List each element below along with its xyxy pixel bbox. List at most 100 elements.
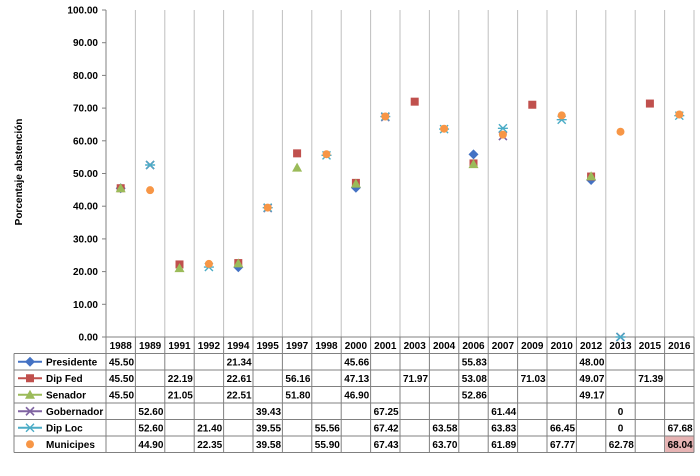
x-category-label: 2003 (404, 341, 427, 352)
table-cell-value: 67.25 (374, 407, 399, 418)
table-cell-value: 67.42 (374, 423, 399, 434)
highlighted-cell (665, 436, 694, 452)
y-tick-label: 50.00 (73, 169, 98, 180)
table-cell-value: 22.19 (168, 374, 193, 385)
data-point (293, 149, 302, 158)
table-cell-value: 52.60 (138, 407, 163, 418)
table-cell-value: 63.83 (491, 423, 516, 434)
data-point (645, 99, 654, 108)
table-cell-value: 71.03 (521, 374, 546, 385)
data-point (263, 203, 272, 212)
table-cell-value: 45.50 (109, 390, 134, 401)
data-point (557, 111, 566, 120)
legend-key-marker (26, 374, 34, 383)
x-category-label: 1995 (257, 341, 280, 352)
table-cell-value: 67.68 (668, 423, 693, 434)
data-point (410, 97, 419, 106)
table-cell-value: 61.89 (491, 440, 516, 451)
data-point (616, 127, 625, 136)
y-tick-label: 20.00 (73, 267, 98, 278)
data-point (468, 149, 479, 160)
y-tick-label: 0.00 (79, 333, 99, 344)
y-tick-label: 70.00 (73, 104, 98, 115)
data-table: 1988 1989 1991 1992 1994 1995 1997 1998 2000 2001… (13, 336, 695, 453)
table-cell-value: 66.45 (550, 423, 575, 434)
data-point (146, 186, 155, 195)
series-name-label: Dip Loc (46, 423, 83, 434)
table-cell-value: 71.39 (638, 374, 663, 385)
table-cell-value: 0 (618, 423, 624, 434)
y-axis-ticks: 0.00 10.00 20.00 30.00 40.00 50.00 60.00 70.00 8… (67, 6, 98, 344)
x-category-label: 2012 (580, 341, 603, 352)
table-cell-value: 71.97 (403, 374, 428, 385)
x-category-label: 2004 (433, 341, 456, 352)
y-tick-label: 100.00 (67, 6, 98, 17)
data-point (350, 178, 361, 188)
data-points (115, 97, 685, 342)
x-category-label: 2007 (492, 341, 515, 352)
table-cell-value: 56.16 (285, 374, 310, 385)
x-category-label: 1989 (139, 341, 162, 352)
table-cell-value: 55.56 (315, 423, 340, 434)
legend-key-marker (25, 356, 35, 367)
x-category-label: 2006 (462, 341, 485, 352)
series-name-label: Municipes (46, 440, 95, 451)
x-category-label: 1992 (198, 341, 221, 352)
table-cell-value: 55.90 (315, 440, 340, 451)
table-cell-value: 53.08 (462, 374, 487, 385)
data-point (498, 130, 507, 139)
data-point (174, 263, 185, 273)
table-cell-value: 21.34 (227, 357, 252, 368)
table-cell-value: 46.90 (344, 390, 369, 401)
y-tick-label: 40.00 (73, 202, 98, 213)
series-name-label: Senador (46, 390, 86, 401)
y-tick-label: 10.00 (73, 300, 98, 311)
y-tick-label: 30.00 (73, 234, 98, 245)
table-cell-value: 39.55 (256, 423, 281, 434)
x-category-label: 2016 (668, 341, 691, 352)
data-point (381, 112, 390, 121)
y-axis-label: Porcentaje abstención (14, 119, 25, 226)
x-category-label: 2015 (639, 341, 662, 352)
table-cell-value: 44.90 (138, 440, 163, 451)
data-point (528, 100, 537, 109)
x-category-label: 2010 (551, 341, 574, 352)
table-cell-value: 67.43 (374, 440, 399, 451)
legend-key-marker (25, 423, 35, 433)
data-point (322, 150, 331, 159)
table-cell-value: 22.35 (197, 440, 222, 451)
table-cell-value: 55.83 (462, 357, 487, 368)
x-category-label: 1997 (286, 341, 309, 352)
data-point (440, 124, 449, 133)
x-category-label: 1988 (110, 341, 133, 352)
table-cell-value: 22.51 (227, 390, 252, 401)
legend-key-marker (26, 440, 34, 449)
data-point (204, 259, 213, 268)
x-category-label: 2013 (609, 341, 632, 352)
data-point (468, 159, 479, 169)
table-cell-value: 62.78 (609, 440, 634, 451)
table-cell-value: 61.44 (491, 407, 516, 418)
table-cell-value: 52.60 (138, 423, 163, 434)
table-cell-value: 48.00 (579, 357, 604, 368)
x-category-label: 1991 (168, 341, 191, 352)
table-cell-value: 63.58 (432, 423, 457, 434)
table-cell-value: 0 (618, 407, 624, 418)
table-cell-value: 45.50 (109, 357, 134, 368)
table-cell-value: 22.61 (227, 374, 252, 385)
y-tick-label: 60.00 (73, 136, 98, 147)
table-cell-value: 51.80 (285, 390, 310, 401)
series-name-label: Dip Fed (46, 374, 83, 385)
table-cell-value: 45.50 (109, 374, 134, 385)
table-cell-value: 52.86 (462, 390, 487, 401)
x-category-label: 2000 (345, 341, 368, 352)
plot-area (102, 9, 695, 338)
table-cell-value: 49.07 (579, 374, 604, 385)
table-cell-value: 63.70 (432, 440, 457, 451)
x-category-label: 2001 (374, 341, 397, 352)
data-point (675, 110, 684, 119)
table-cell-value: 67.77 (550, 440, 575, 451)
data-point (145, 160, 156, 170)
data-point (292, 162, 303, 172)
